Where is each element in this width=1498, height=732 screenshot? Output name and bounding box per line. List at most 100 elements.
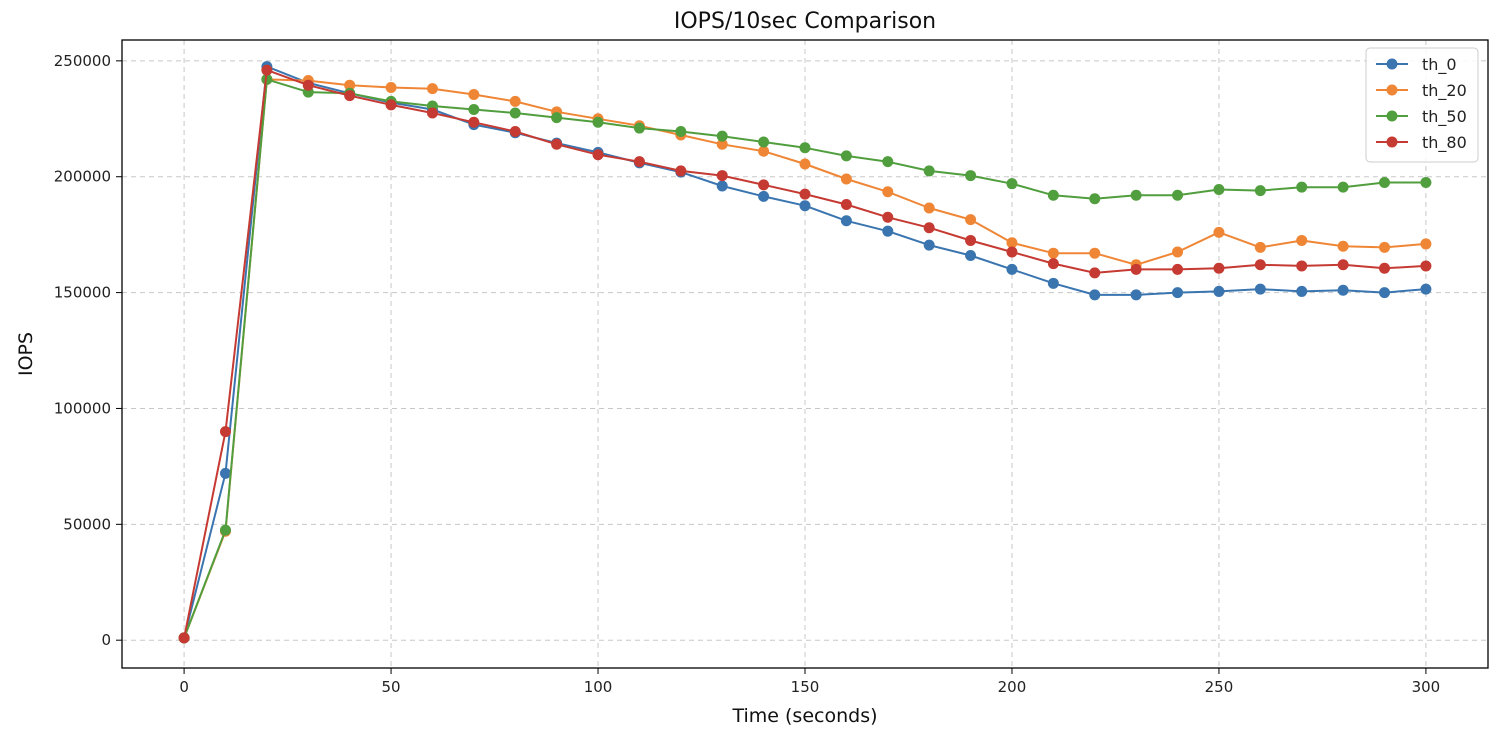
data-point-th_50 bbox=[799, 142, 811, 154]
data-point-th_20 bbox=[840, 173, 852, 185]
x-axis-ticks: 0 50 100 150 200 250 300 bbox=[179, 668, 1440, 696]
data-point-th_0 bbox=[1006, 263, 1018, 275]
data-point-th_80 bbox=[261, 64, 273, 76]
data-point-th_50 bbox=[965, 170, 977, 182]
chart-title: IOPS/10sec Comparison bbox=[674, 9, 936, 34]
x-tick-label: 300 bbox=[1412, 678, 1441, 696]
data-point-th_50 bbox=[675, 126, 687, 138]
legend-item-th_20: th_20 bbox=[1376, 81, 1467, 101]
data-point-th_20 bbox=[1296, 234, 1308, 246]
data-point-th_50 bbox=[758, 136, 770, 148]
data-point-th_50 bbox=[633, 122, 645, 134]
data-point-th_0 bbox=[882, 225, 894, 237]
data-point-th_50 bbox=[923, 165, 935, 177]
legend: th_0 th_20 th_50 th_80 bbox=[1365, 47, 1479, 163]
data-point-th_50 bbox=[882, 156, 894, 168]
data-point-th_80 bbox=[799, 188, 811, 200]
data-point-th_0 bbox=[219, 467, 231, 479]
x-tick-label: 50 bbox=[382, 678, 401, 696]
data-point-th_80 bbox=[344, 90, 356, 102]
legend-label: th_0 bbox=[1422, 55, 1457, 75]
data-point-th_20 bbox=[923, 202, 935, 214]
data-point-th_20 bbox=[716, 138, 728, 150]
y-tick-label: 150000 bbox=[54, 284, 111, 302]
legend-item-th_0: th_0 bbox=[1376, 55, 1457, 75]
data-point-th_50 bbox=[1379, 177, 1391, 189]
data-point-th_50 bbox=[592, 116, 604, 128]
data-point-th_80 bbox=[219, 426, 231, 438]
data-point-th_50 bbox=[1130, 189, 1142, 201]
data-point-th_80 bbox=[1254, 259, 1266, 271]
data-point-th_80 bbox=[178, 632, 190, 644]
data-point-th_80 bbox=[1420, 260, 1432, 272]
series-layer bbox=[178, 61, 1432, 644]
grid-lines bbox=[122, 40, 1488, 668]
data-point-th_80 bbox=[1213, 262, 1225, 274]
y-tick-label: 0 bbox=[101, 631, 111, 649]
data-point-th_20 bbox=[1213, 226, 1225, 238]
data-point-th_50 bbox=[1047, 189, 1059, 201]
series-th_80 bbox=[178, 64, 1432, 644]
data-point-th_20 bbox=[1006, 237, 1018, 249]
legend-label: th_50 bbox=[1422, 107, 1467, 127]
data-point-th_50 bbox=[1006, 178, 1018, 190]
data-point-th_0 bbox=[1130, 289, 1142, 301]
data-point-th_50 bbox=[1213, 183, 1225, 195]
legend-swatch-marker bbox=[1386, 58, 1398, 70]
data-point-th_0 bbox=[1379, 287, 1391, 299]
data-point-th_50 bbox=[261, 73, 273, 85]
data-point-th_50 bbox=[1296, 181, 1308, 193]
data-point-th_0 bbox=[1213, 285, 1225, 297]
y-tick-label: 100000 bbox=[54, 399, 111, 417]
data-point-th_80 bbox=[592, 149, 604, 161]
x-tick-label: 200 bbox=[998, 678, 1027, 696]
data-point-th_50 bbox=[1172, 189, 1184, 201]
y-axis-title: IOPS bbox=[15, 332, 37, 376]
data-point-th_20 bbox=[426, 83, 438, 95]
data-point-th_0 bbox=[1047, 277, 1059, 289]
legend-item-th_50: th_50 bbox=[1376, 107, 1467, 127]
data-point-th_50 bbox=[1420, 177, 1432, 189]
data-point-th_80 bbox=[1337, 259, 1349, 271]
y-axis-ticks: 0 50000 100000 150000 200000 250000 bbox=[54, 52, 122, 649]
data-point-th_50 bbox=[219, 524, 231, 536]
data-point-th_80 bbox=[509, 126, 521, 138]
data-point-th_50 bbox=[468, 104, 480, 116]
data-point-th_0 bbox=[1337, 284, 1349, 296]
data-point-th_50 bbox=[551, 112, 563, 124]
legend-label: th_20 bbox=[1422, 81, 1467, 101]
data-point-th_80 bbox=[716, 170, 728, 182]
data-point-th_0 bbox=[1420, 283, 1432, 295]
data-point-th_50 bbox=[1089, 193, 1101, 205]
data-point-th_0 bbox=[1296, 285, 1308, 297]
data-point-th_50 bbox=[840, 150, 852, 162]
data-point-th_50 bbox=[509, 107, 521, 119]
data-point-th_0 bbox=[758, 190, 770, 202]
data-point-th_20 bbox=[385, 82, 397, 94]
legend-label: th_80 bbox=[1422, 133, 1467, 153]
data-point-th_0 bbox=[1172, 287, 1184, 299]
data-point-th_80 bbox=[923, 222, 935, 234]
data-point-th_0 bbox=[1254, 283, 1266, 295]
data-point-th_20 bbox=[1254, 241, 1266, 253]
legend-swatch-marker bbox=[1386, 136, 1398, 148]
data-point-th_20 bbox=[1379, 241, 1391, 253]
data-point-th_80 bbox=[965, 234, 977, 246]
data-point-th_0 bbox=[840, 215, 852, 227]
data-point-th_20 bbox=[1172, 246, 1184, 258]
data-point-th_20 bbox=[1420, 238, 1432, 250]
data-point-th_80 bbox=[1047, 258, 1059, 270]
data-point-th_20 bbox=[1089, 247, 1101, 259]
data-point-th_80 bbox=[385, 99, 397, 111]
data-point-th_80 bbox=[1006, 246, 1018, 258]
data-point-th_80 bbox=[426, 107, 438, 119]
data-point-th_80 bbox=[1172, 263, 1184, 275]
data-point-th_20 bbox=[758, 145, 770, 157]
x-axis-title: Time (seconds) bbox=[731, 705, 877, 727]
x-tick-label: 100 bbox=[584, 678, 613, 696]
data-point-th_80 bbox=[1296, 260, 1308, 272]
data-point-th_80 bbox=[840, 199, 852, 211]
data-point-th_0 bbox=[965, 250, 977, 262]
